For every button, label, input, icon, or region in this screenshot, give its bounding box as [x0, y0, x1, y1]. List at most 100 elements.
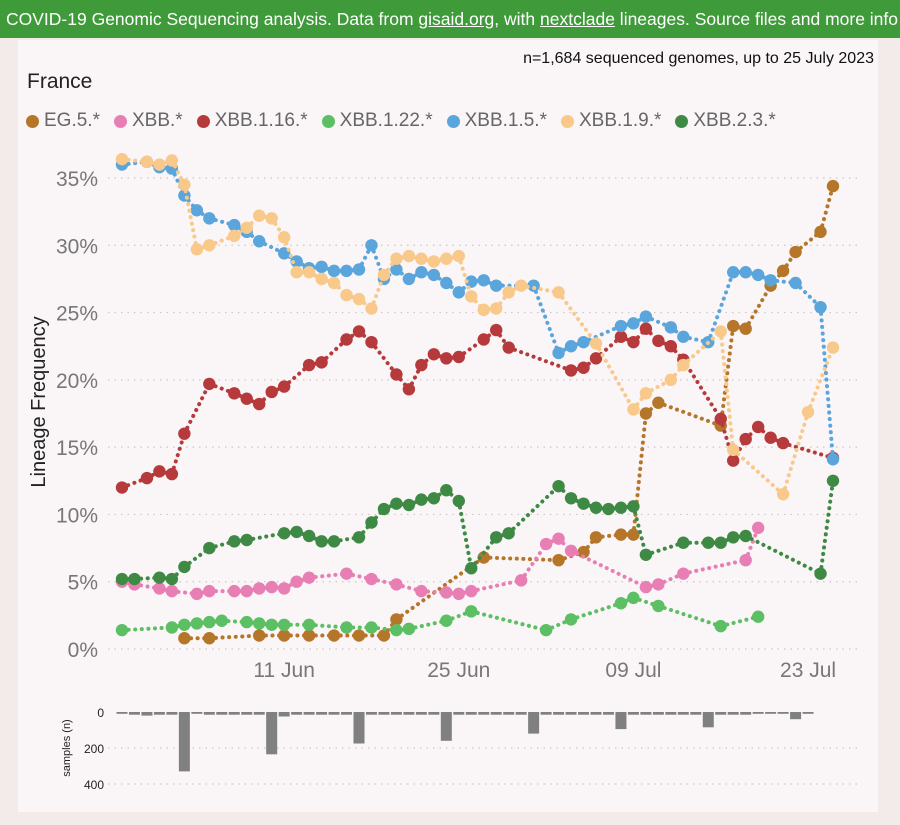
series-line-segment [207, 233, 237, 248]
samples-bar [203, 712, 215, 715]
series-line-segment [743, 270, 761, 277]
data-point [165, 154, 179, 167]
samples-bar [291, 712, 303, 715]
data-point [440, 614, 453, 627]
data-point [290, 255, 303, 268]
series-line-segment [294, 575, 312, 584]
legend-label: XBB.1.9.* [578, 110, 662, 131]
legend-item[interactable]: XBB.1.9.* [560, 110, 662, 132]
series-xbb-1-16 [115, 322, 840, 494]
series-line-segment [319, 264, 337, 273]
data-point [440, 484, 453, 497]
samples-bar [802, 712, 814, 714]
data-point [826, 341, 840, 354]
samples-bar [677, 712, 689, 715]
series-line-segment [294, 529, 312, 538]
data-point [664, 340, 678, 353]
data-point [253, 235, 266, 248]
nextclade-link[interactable]: nextclade [540, 9, 615, 29]
samples-tick-label: 200 [84, 742, 104, 756]
samples-bar [727, 712, 739, 715]
data-point [228, 229, 241, 243]
data-point [240, 392, 253, 405]
series-line-segment [419, 270, 436, 277]
data-point [664, 373, 678, 387]
data-point [639, 580, 653, 594]
data-point [514, 279, 528, 292]
data-point [589, 352, 603, 365]
samples-bar [790, 712, 802, 720]
data-point [253, 617, 266, 630]
data-point [614, 319, 628, 333]
data-point [814, 225, 827, 239]
data-point [203, 584, 216, 598]
legend-item[interactable]: XBB.* [113, 110, 183, 132]
data-point [502, 527, 515, 540]
series-line-segment [531, 283, 561, 355]
legend-marker-icon [446, 114, 460, 128]
data-point [240, 584, 253, 598]
y-tick-label: 25% [56, 303, 98, 326]
data-point [727, 443, 740, 457]
series-line-segment [344, 293, 361, 302]
data-point [776, 488, 790, 501]
data-point [490, 323, 503, 337]
data-point [739, 529, 752, 543]
data-point [614, 330, 628, 343]
banner-text: lineages. Source files and more info o [614, 9, 900, 29]
data-point [265, 618, 278, 631]
data-point [253, 397, 266, 411]
legend-item[interactable]: XBB.1.5.* [446, 110, 547, 132]
data-point [327, 535, 341, 548]
samples-bar [702, 712, 714, 728]
legend-label: XBB.1.22.* [339, 110, 433, 131]
data-point [539, 537, 553, 551]
data-point [352, 629, 366, 642]
data-point [327, 264, 341, 278]
data-point [178, 560, 191, 574]
series-line-segment [718, 614, 761, 629]
samples-bar [378, 712, 390, 715]
data-point [265, 212, 278, 225]
data-point [465, 584, 478, 598]
legend-item[interactable]: EG.5.* [26, 110, 100, 132]
samples-bar [191, 712, 203, 714]
data-point [340, 621, 353, 634]
legend-item[interactable]: XBB.1.22.* [321, 110, 433, 132]
samples-bar [141, 712, 153, 716]
data-point [826, 474, 840, 487]
data-point [365, 621, 378, 634]
samples-bar [478, 712, 490, 715]
data-point [427, 268, 441, 282]
data-point [365, 572, 378, 586]
y-axis-label: Lineage Frequency [28, 316, 50, 487]
series-line-segment [781, 410, 811, 497]
data-point [340, 567, 353, 580]
series-xbb-1-5 [115, 155, 840, 466]
samples-bar [178, 712, 190, 772]
data-point [751, 610, 765, 623]
data-point [652, 578, 665, 591]
series-line-segment [818, 305, 835, 462]
series-line-segment [806, 345, 835, 415]
data-point [115, 152, 129, 166]
data-point [727, 319, 740, 333]
series-xbb-1-9 [115, 152, 840, 501]
series-line-segment [681, 558, 748, 576]
data-point [440, 252, 453, 265]
data-point [165, 572, 179, 586]
y-tick-label: 30% [56, 235, 98, 258]
data-point [415, 493, 428, 506]
data-point [277, 380, 291, 393]
legend-item[interactable]: XBB.1.16.* [196, 110, 308, 132]
gisaid-link[interactable]: gisaid.org [418, 9, 495, 29]
legend-item[interactable]: XBB.2.3.* [675, 110, 776, 132]
series-line-segment [244, 531, 287, 542]
samples-bar [715, 712, 727, 715]
data-point [627, 335, 640, 349]
samples-bar [602, 712, 614, 715]
series-line-segment [718, 324, 736, 428]
samples-bar [540, 712, 552, 715]
legend-marker-icon [321, 114, 335, 128]
